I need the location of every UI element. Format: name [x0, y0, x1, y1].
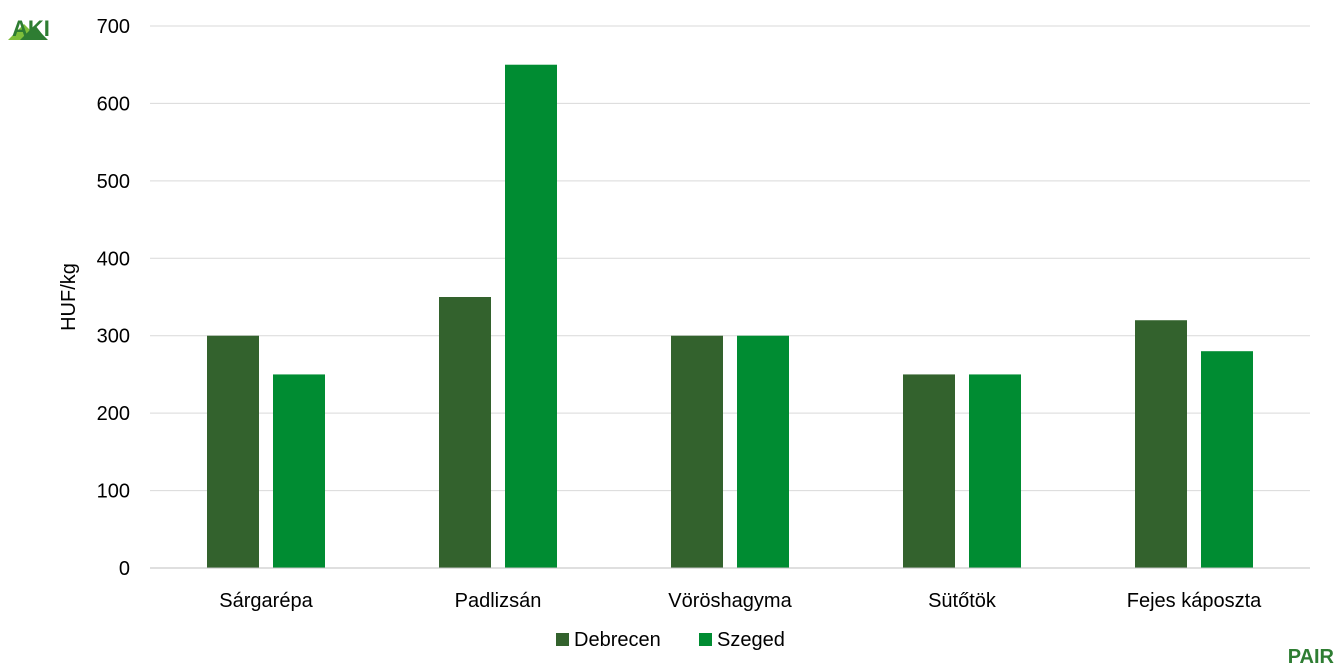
- bar-debrecen-2: [671, 335, 723, 568]
- bar-debrecen-4: [1135, 320, 1187, 568]
- legend-label-debrecen: Debrecen: [574, 629, 661, 651]
- x-axis-tick-labels: Sárgarépa Padlizsán Vöröshagyma Sütőtök Feje…: [219, 590, 1262, 612]
- x-tick-label: Padlizsán: [455, 590, 542, 612]
- y-tick-label: 200: [97, 403, 130, 425]
- y-tick-label: 100: [97, 481, 130, 503]
- y-tick-label: 700: [97, 16, 130, 38]
- bar-debrecen-0: [207, 335, 259, 568]
- y-axis-title: HUF/kg: [58, 263, 80, 331]
- aki-logo-mark-dark: [20, 26, 48, 40]
- aki-logo-text: AKI: [12, 16, 50, 41]
- y-tick-label: 300: [97, 326, 130, 348]
- legend-swatch-debrecen: [556, 633, 569, 646]
- y-tick-label: 0: [119, 558, 130, 580]
- bar-szeged-2: [737, 335, 789, 568]
- gridlines: [150, 25, 1310, 492]
- legend-label-szeged: Szeged: [717, 629, 785, 651]
- bar-szeged-0: [273, 374, 325, 568]
- bars: [207, 64, 1253, 568]
- pair-logo: PAIR: [1288, 646, 1335, 668]
- bar-szeged-1: [505, 64, 557, 568]
- aki-logo: AKI: [8, 16, 50, 41]
- x-tick-label: Sütőtök: [928, 590, 997, 612]
- y-tick-label: 600: [97, 93, 130, 115]
- legend: Debrecen Szeged: [556, 629, 785, 651]
- y-axis-tick-labels: 0 100 200 300 400 500 600 700: [97, 16, 130, 580]
- bar-debrecen-3: [903, 374, 955, 568]
- legend-swatch-szeged: [699, 633, 712, 646]
- x-tick-label: Sárgarépa: [219, 590, 313, 612]
- x-tick-label: Fejes káposzta: [1127, 590, 1262, 612]
- x-tick-label: Vöröshagyma: [668, 590, 792, 612]
- y-tick-label: 500: [97, 171, 130, 193]
- bar-szeged-4: [1201, 351, 1253, 568]
- y-tick-label: 400: [97, 248, 130, 270]
- bar-szeged-3: [969, 374, 1021, 568]
- bar-debrecen-1: [439, 297, 491, 568]
